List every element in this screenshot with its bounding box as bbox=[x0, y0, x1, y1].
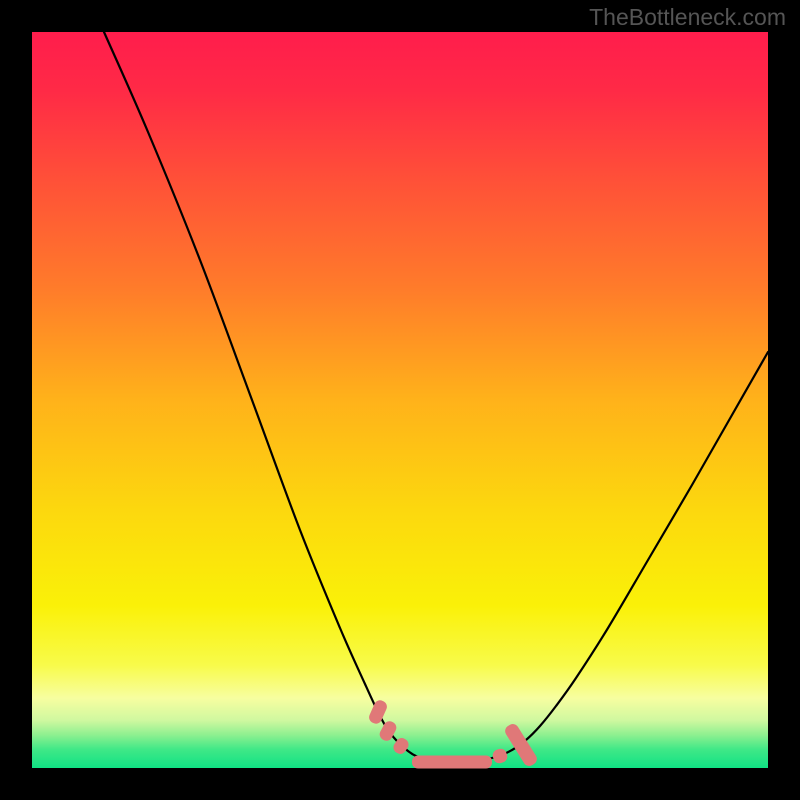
plot-area bbox=[32, 32, 768, 768]
chart-stage: TheBottleneck.com bbox=[0, 0, 800, 800]
highlight-marker bbox=[412, 756, 492, 769]
bottleneck-chart bbox=[0, 0, 800, 800]
